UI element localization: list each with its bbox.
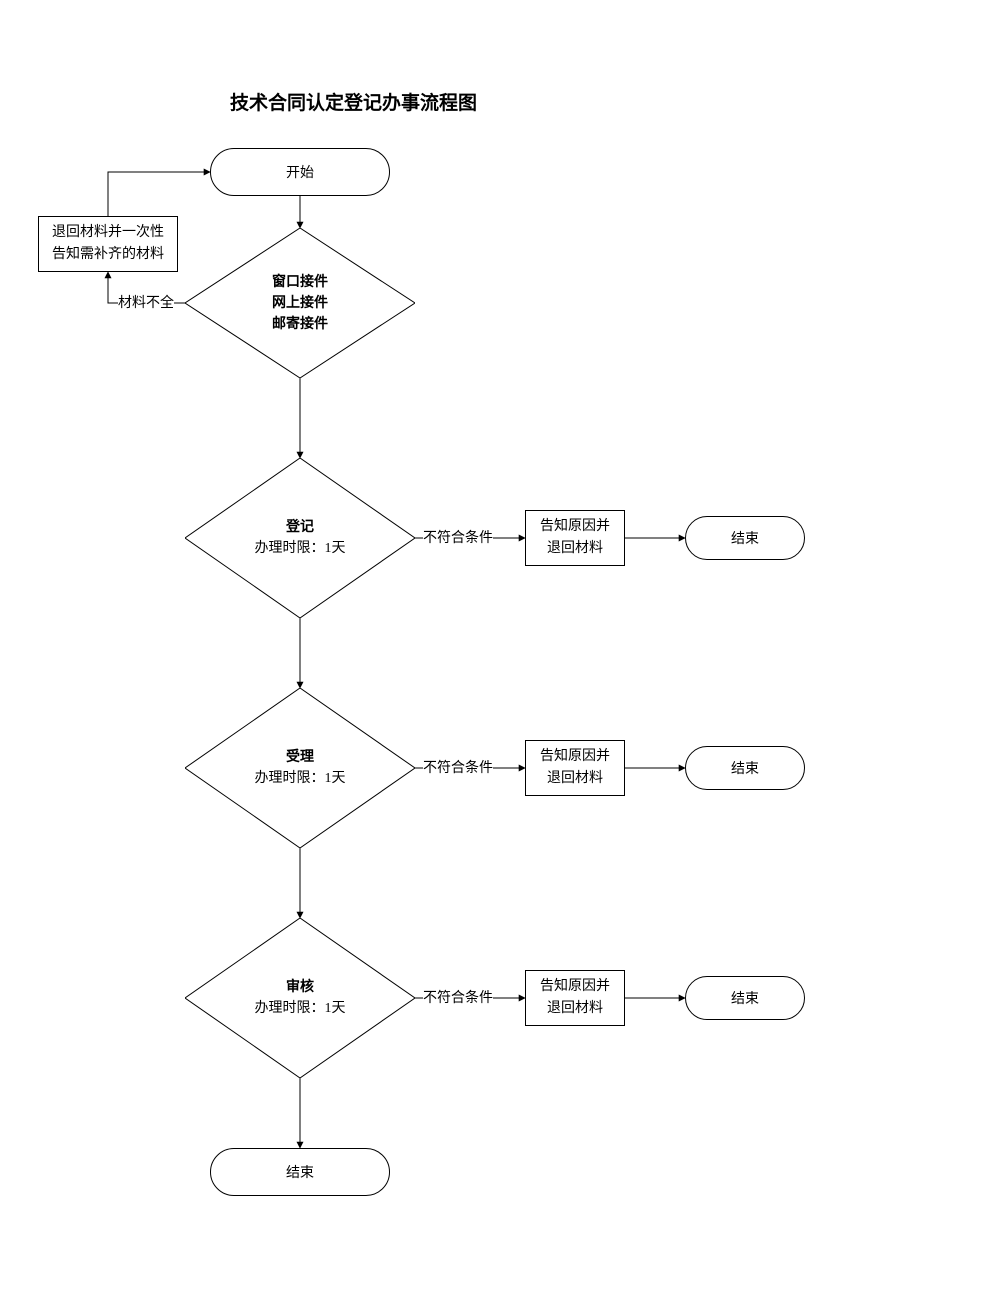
recv-line-2: 网上接件 <box>272 293 328 314</box>
edge-label-nonconform-10: 不符合条件 <box>423 987 493 1007</box>
receive-decision: 窗口接件 网上接件 邮寄接件 <box>185 228 415 378</box>
start-label: 开始 <box>286 162 314 182</box>
rev-sub: 办理时限：1天 <box>255 998 346 1019</box>
end3-label: 结束 <box>731 988 759 1008</box>
recv-line-3: 邮寄接件 <box>272 314 328 335</box>
connector-layer <box>0 0 1000 1310</box>
edge-label-nonconform-7: 不符合条件 <box>423 757 493 777</box>
reject-2-node: 告知原因并 退回材料 <box>525 740 625 796</box>
rej1-line-1: 告知原因并 <box>540 516 610 538</box>
end-3-node: 结束 <box>685 976 805 1020</box>
rej3-line-1: 告知原因并 <box>540 976 610 998</box>
end2-label: 结束 <box>731 758 759 778</box>
rej2-line-2: 退回材料 <box>547 768 603 790</box>
reject-3-node: 告知原因并 退回材料 <box>525 970 625 1026</box>
rej1-line-2: 退回材料 <box>547 538 603 560</box>
rev-title: 审核 <box>255 977 346 998</box>
page-title: 技术合同认定登记办事流程图 <box>230 88 477 115</box>
edge-label-nonconform-4: 不符合条件 <box>423 527 493 547</box>
review-decision: 审核 办理时限：1天 <box>185 918 415 1078</box>
reject-1-node: 告知原因并 退回材料 <box>525 510 625 566</box>
edge-label-incomplete-1: 材料不全 <box>118 292 174 312</box>
recv-line-1: 窗口接件 <box>272 272 328 293</box>
end-1-node: 结束 <box>685 516 805 560</box>
end-final-label: 结束 <box>286 1162 314 1182</box>
reg-title: 登记 <box>255 517 346 538</box>
end-final-node: 结束 <box>210 1148 390 1196</box>
edge-2 <box>108 172 210 216</box>
return-line-2: 告知需补齐的材料 <box>52 244 164 266</box>
rej3-line-2: 退回材料 <box>547 998 603 1020</box>
rej2-line-1: 告知原因并 <box>540 746 610 768</box>
reg-sub: 办理时限：1天 <box>255 538 346 559</box>
accept-decision: 受理 办理时限：1天 <box>185 688 415 848</box>
acc-sub: 办理时限：1天 <box>255 768 346 789</box>
acc-title: 受理 <box>255 747 346 768</box>
return-line-1: 退回材料并一次性 <box>52 222 164 244</box>
start-node: 开始 <box>210 148 390 196</box>
return-materials-node: 退回材料并一次性 告知需补齐的材料 <box>38 216 178 272</box>
register-decision: 登记 办理时限：1天 <box>185 458 415 618</box>
end-2-node: 结束 <box>685 746 805 790</box>
end1-label: 结束 <box>731 528 759 548</box>
